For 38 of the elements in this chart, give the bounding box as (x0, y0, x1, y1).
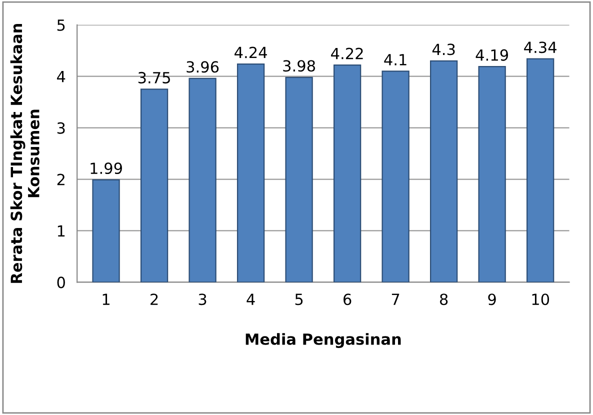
x-tick-label: 10 (532, 294, 550, 306)
x-axis-title: Media Pengasinan (246, 333, 401, 348)
x-tick-label: 7 (392, 294, 400, 305)
bar (140, 88, 168, 282)
x-tick-label: 6 (344, 294, 352, 306)
data-label: 1.99 (90, 162, 122, 174)
bar (478, 66, 506, 282)
x-tick-label: 5 (295, 294, 303, 306)
data-label: 4.24 (234, 46, 267, 58)
y-tick-label: 5 (57, 20, 65, 31)
y-tick-label: 4 (57, 71, 66, 82)
x-tick-label: 4 (246, 294, 255, 305)
x-tick-label: 9 (488, 294, 496, 306)
data-label: 3.98 (283, 60, 316, 72)
x-tick-label: 2 (150, 294, 158, 305)
y-tick-label: 1 (58, 225, 65, 237)
bar (92, 179, 120, 282)
data-label: 4.34 (524, 42, 556, 54)
bar (382, 70, 410, 282)
x-tick-label: 3 (198, 294, 206, 306)
x-tick-label: 1 (102, 294, 110, 305)
data-label: 4.1 (384, 54, 406, 66)
y-tick-label: 0 (57, 276, 65, 288)
data-label: 4.19 (476, 49, 508, 61)
bar (333, 64, 362, 282)
bar (430, 60, 458, 282)
y-axis-title: Rerata Skor TIngkat Kesukaan Konsumen (10, 24, 40, 283)
bar (236, 63, 265, 282)
data-label: 3.96 (186, 61, 219, 73)
bar (285, 76, 313, 282)
data-label: 4.22 (331, 48, 363, 60)
y-tick-label: 3 (57, 122, 65, 134)
data-label: 4.3 (432, 44, 455, 56)
bar (526, 58, 554, 282)
x-tick-label: 8 (440, 294, 448, 306)
data-label: 3.75 (138, 72, 170, 84)
bar (188, 78, 216, 282)
y-tick-label: 2 (57, 174, 64, 186)
